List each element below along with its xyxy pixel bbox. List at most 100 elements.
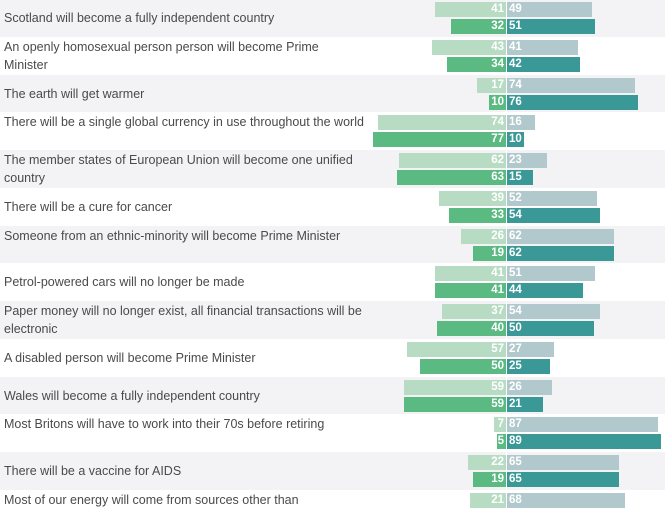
left-light-value-label: 57 <box>491 342 504 355</box>
right-dark-bar <box>507 207 601 223</box>
chart-row: There will be a cure for cancer 39 52 33 54 <box>0 188 665 226</box>
right-light-value-label: 26 <box>509 380 522 393</box>
right-light-value-label: 87 <box>509 418 522 431</box>
left-light-bar <box>403 379 506 395</box>
chart-row: There will be a vaccine for AIDS 22 65 19 65 <box>0 452 665 490</box>
left-dark-bar <box>448 207 506 223</box>
left-dark-bar <box>436 321 506 336</box>
left-light-value-label: 41 <box>491 3 504 15</box>
left-dark-value-label: 40 <box>491 322 504 334</box>
right-light-bar <box>507 190 597 206</box>
right-dark-bar <box>507 396 544 412</box>
left-light-value-label: 43 <box>491 40 504 53</box>
chart-row: Most Britons will have to work into thei… <box>0 414 665 452</box>
right-light-bar <box>507 417 658 433</box>
right-dark-bar <box>507 472 620 487</box>
left-dark-value-label: 19 <box>491 473 504 485</box>
left-dark-value-label: 63 <box>491 171 504 183</box>
left-dark-value-label: 10 <box>491 95 504 108</box>
right-dark-value-label: 15 <box>509 171 522 183</box>
right-light-value-label: 49 <box>509 3 522 15</box>
left-dark-bar <box>419 358 506 374</box>
left-light-value-label: 22 <box>491 456 504 468</box>
left-dark-value-label: 59 <box>491 397 504 410</box>
category-label: Most of our energy will come from source… <box>4 492 299 507</box>
right-light-value-label: 68 <box>509 493 522 506</box>
left-light-bar <box>467 455 506 470</box>
left-light-bar <box>431 39 506 55</box>
right-dark-bar <box>507 358 551 374</box>
left-light-bar <box>398 153 506 168</box>
chart-row: Scotland will become a fully independent… <box>0 0 665 37</box>
left-light-value-label: 39 <box>491 191 504 204</box>
chart-row: Wales will become a fully independent co… <box>0 376 665 415</box>
right-dark-value-label: 25 <box>509 359 522 372</box>
right-dark-value-label: 65 <box>509 473 522 485</box>
right-light-bar <box>507 153 547 168</box>
right-dark-bar <box>507 170 533 185</box>
chart-row: An openly homosexual person person will … <box>0 37 665 75</box>
category-label: The member states of European Union will… <box>4 153 353 185</box>
right-dark-bar <box>507 19 596 34</box>
left-dark-bar <box>372 132 506 148</box>
right-dark-value-label: 21 <box>509 397 522 410</box>
right-dark-value-label: 44 <box>509 284 522 297</box>
right-light-value-label: 62 <box>509 229 522 242</box>
right-light-bar <box>507 2 592 17</box>
left-dark-value-label: 50 <box>491 359 504 372</box>
left-light-bar <box>438 190 506 206</box>
right-dark-value-label: 51 <box>509 20 522 32</box>
left-dark-value-label: 77 <box>491 133 504 146</box>
right-dark-bar <box>507 321 594 336</box>
diverging-bar-chart: Scotland will become a fully independent… <box>0 0 665 508</box>
category-label: Most Britons will have to work into thei… <box>4 417 325 432</box>
category-label: Scotland will become a fully independent… <box>4 11 275 25</box>
category-label: An openly homosexual person person will … <box>4 39 319 72</box>
left-dark-bar <box>435 283 506 299</box>
right-dark-value-label: 42 <box>509 57 522 70</box>
right-dark-value-label: 62 <box>509 246 522 259</box>
chart-row: There will be a single global currency i… <box>0 112 665 150</box>
left-light-value-label: 17 <box>491 78 504 91</box>
right-dark-bar <box>507 94 639 110</box>
right-light-bar <box>507 115 535 131</box>
left-dark-bar <box>403 396 506 412</box>
right-dark-value-label: 10 <box>509 133 522 146</box>
category-label: There will be a cure for cancer <box>4 199 173 214</box>
left-dark-bar <box>473 472 506 487</box>
left-dark-bar <box>447 56 506 72</box>
right-light-bar <box>507 39 578 55</box>
left-dark-bar <box>488 94 506 110</box>
left-light-value-label: 62 <box>491 154 504 166</box>
right-dark-value-label: 54 <box>509 208 522 221</box>
left-light-value-label: 7 <box>497 418 504 431</box>
category-label: There will be a single global currency i… <box>4 115 364 130</box>
left-light-value-label: 21 <box>491 493 504 506</box>
left-dark-value-label: 19 <box>491 246 504 259</box>
left-dark-value-label: 34 <box>491 57 504 70</box>
right-light-bar <box>507 77 636 93</box>
chart-row: Paper money will no longer exist, all fi… <box>0 301 665 339</box>
left-light-bar <box>476 77 506 93</box>
left-light-bar <box>435 2 506 17</box>
center-axis <box>506 0 507 502</box>
left-light-bar <box>407 341 506 357</box>
right-light-value-label: 65 <box>509 456 522 468</box>
left-light-value-label: 59 <box>491 380 504 393</box>
right-dark-bar <box>507 283 584 299</box>
left-dark-value-label: 33 <box>491 208 504 221</box>
left-dark-value-label: 41 <box>491 284 504 297</box>
chart-row: Petrol-powered cars will no longer be ma… <box>0 263 665 301</box>
chart-row: The earth will get warmer 17 74 10 76 <box>0 74 665 113</box>
right-light-value-label: 23 <box>509 154 522 166</box>
left-dark-bar <box>450 19 506 34</box>
left-light-bar <box>461 228 506 244</box>
left-light-bar <box>435 266 506 282</box>
chart-row: A disabled person will become Prime Mini… <box>0 339 665 377</box>
right-dark-bar <box>507 56 580 72</box>
left-light-value-label: 41 <box>491 267 504 280</box>
category-label: Paper money will no longer exist, all fi… <box>4 304 362 336</box>
chart-row: The member states of European Union will… <box>0 150 665 188</box>
right-light-value-label: 27 <box>509 342 522 355</box>
right-light-value-label: 54 <box>509 305 522 317</box>
